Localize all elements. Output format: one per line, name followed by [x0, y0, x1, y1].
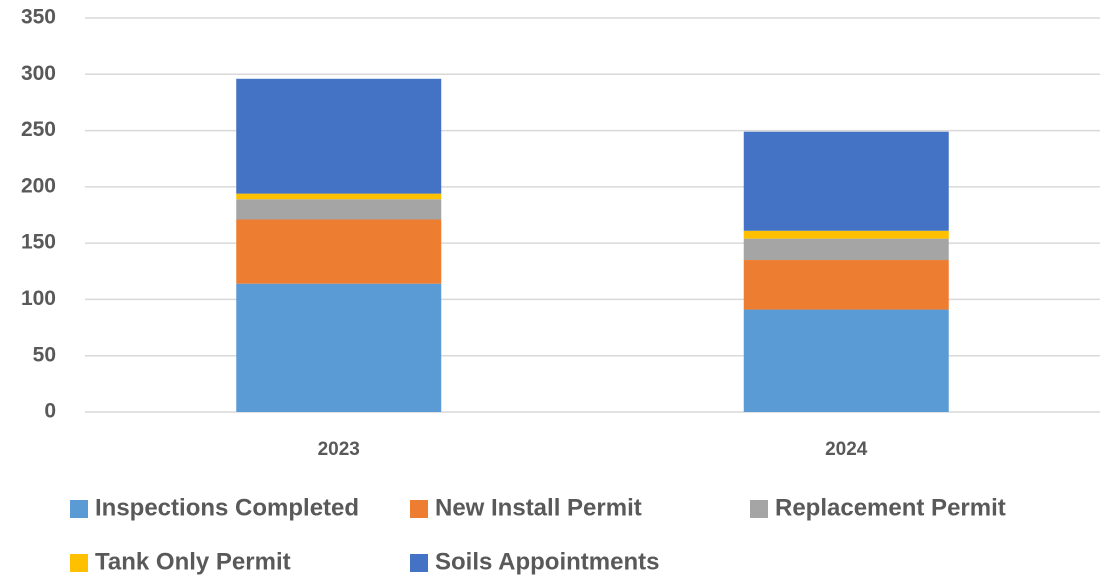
bar-segment	[236, 193, 442, 200]
legend-swatch	[410, 500, 428, 518]
bar-segment	[743, 260, 949, 310]
legend-label: Tank Only Permit	[95, 548, 291, 575]
bar-segment	[236, 78, 442, 194]
x-tick-label: 2024	[825, 439, 868, 460]
legend-swatch	[70, 500, 88, 518]
bar-segment	[236, 283, 442, 412]
y-tick-label: 0	[44, 400, 56, 423]
legend-label: New Install Permit	[435, 494, 642, 521]
bar-segment	[236, 219, 442, 284]
legend-label: Replacement Permit	[775, 494, 1006, 521]
y-tick-label: 200	[21, 174, 56, 197]
y-tick-label: 350	[21, 6, 56, 29]
y-tick-label: 150	[21, 231, 56, 254]
bar-segment	[236, 199, 442, 220]
y-tick-label: 100	[21, 287, 56, 310]
legend-swatch	[750, 500, 768, 518]
y-tick-label: 300	[21, 62, 56, 85]
bar-segment	[743, 309, 949, 412]
legend-label: Soils Appointments	[435, 548, 659, 575]
bar-segment	[743, 131, 949, 231]
legend-label: Inspections Completed	[95, 494, 359, 521]
x-tick-label: 2023	[318, 439, 360, 460]
y-tick-label: 50	[33, 343, 56, 366]
legend-swatch	[70, 554, 88, 572]
bar-segment	[743, 238, 949, 261]
bar-segment	[743, 230, 949, 239]
y-tick-label: 250	[21, 118, 56, 141]
legend-swatch	[410, 554, 428, 572]
